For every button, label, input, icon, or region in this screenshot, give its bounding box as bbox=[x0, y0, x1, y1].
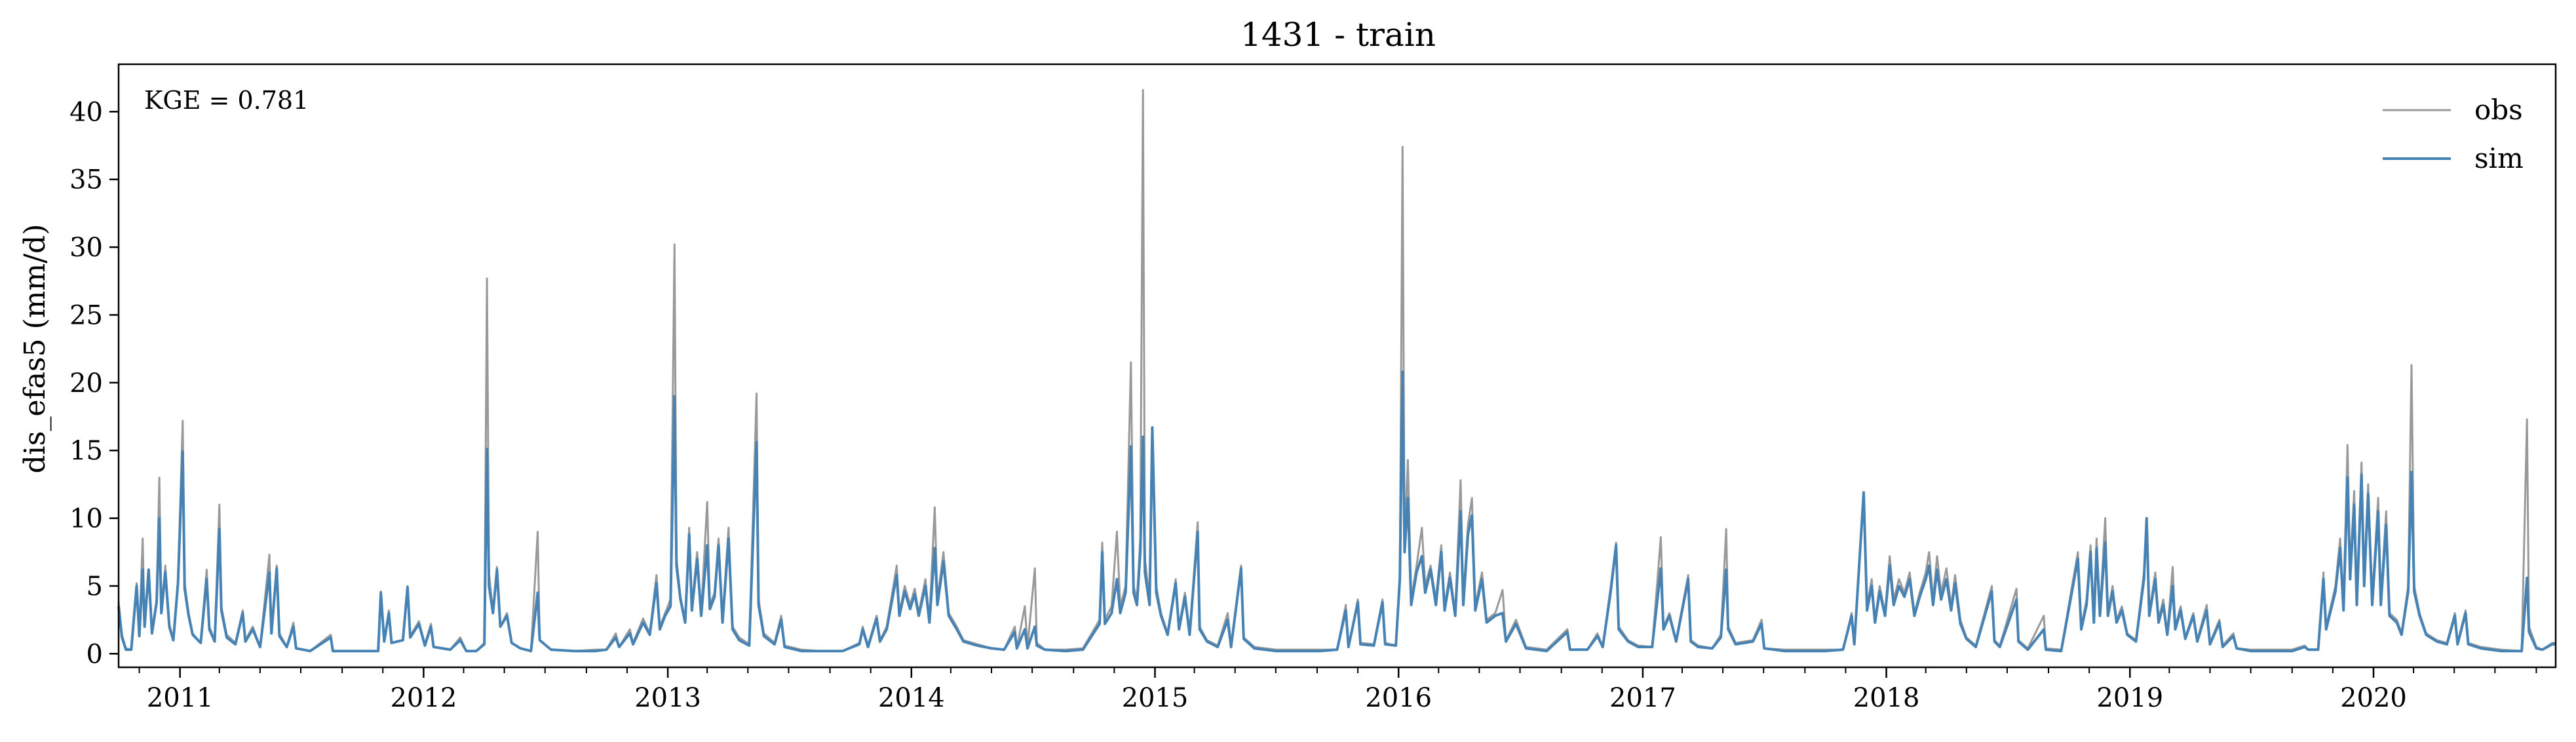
x-tick-label: 2017 bbox=[1609, 683, 1676, 713]
x-tick-label: 2020 bbox=[2340, 683, 2407, 713]
x-tick-label: 2015 bbox=[1122, 683, 1189, 713]
x-tick-label: 2018 bbox=[1853, 683, 1920, 713]
x-tick-label: 2014 bbox=[878, 683, 945, 713]
y-tick-label: 40 bbox=[69, 97, 103, 127]
x-tick-label: 2019 bbox=[2096, 683, 2163, 713]
y-tick-label: 25 bbox=[69, 300, 103, 330]
y-axis: 0 5 10 15 20 25 30 35 40 bbox=[69, 97, 119, 669]
legend: obs sim bbox=[2383, 94, 2524, 174]
y-tick-label: 0 bbox=[87, 639, 103, 669]
plot-frame bbox=[117, 63, 2557, 669]
chart-title: 1431 - train bbox=[1240, 16, 1436, 54]
x-tick-label: 2016 bbox=[1365, 683, 1432, 713]
x-axis: 2011 2012 2013 2014 2015 2016 2017 2018 2019 2020 bbox=[138, 667, 2537, 713]
y-tick-label: 30 bbox=[69, 233, 103, 263]
y-tick-label: 35 bbox=[69, 165, 103, 195]
y-tick-label: 10 bbox=[69, 504, 103, 534]
x-tick-label: 2011 bbox=[147, 683, 214, 713]
y-tick-label: 20 bbox=[69, 368, 103, 399]
legend-label-sim: sim bbox=[2474, 142, 2524, 174]
x-tick-label: 2012 bbox=[390, 683, 457, 713]
legend-label-obs: obs bbox=[2474, 94, 2523, 126]
series-line-sim bbox=[117, 370, 2556, 653]
y-tick-label: 15 bbox=[69, 436, 103, 466]
kge-annotation: KGE = 0.781 bbox=[144, 86, 309, 115]
y-axis-label: dis_efas5 (mm/d) bbox=[18, 224, 52, 474]
series-layer bbox=[117, 88, 2556, 653]
y-tick-label: 5 bbox=[87, 572, 103, 602]
x-tick-label: 2013 bbox=[634, 683, 701, 713]
